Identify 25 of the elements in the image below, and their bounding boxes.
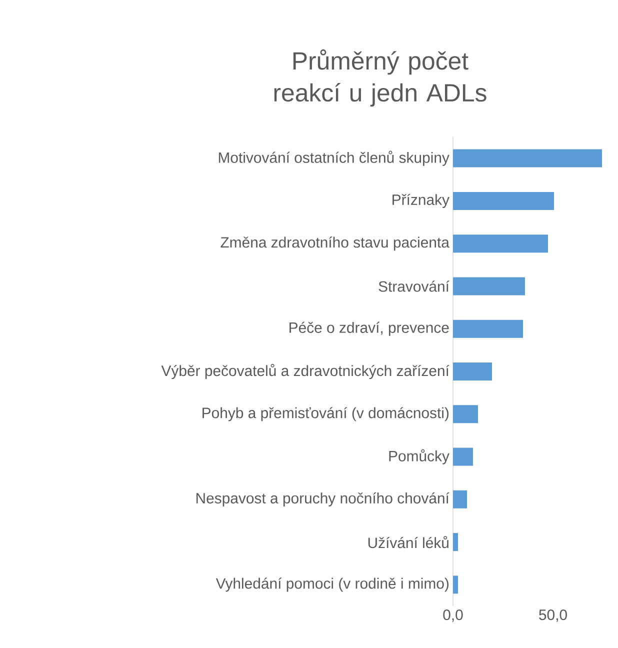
- y-tick-label: Vyhledání pomoci (v rodině i mimo): [216, 578, 449, 592]
- y-tick-label: Pohyb a přemisťování (v domácnosti): [202, 407, 449, 422]
- bar: [453, 362, 492, 380]
- bar: [453, 533, 458, 552]
- y-tick-label: Výběr pečovatelů a zdravotnických zařízení: [161, 364, 450, 380]
- x-tick-label: 50,0: [539, 610, 567, 622]
- bar: [453, 149, 602, 168]
- y-tick-label: Stravování: [378, 280, 450, 292]
- y-tick-label: Příznaky: [392, 194, 450, 208]
- bar: [453, 320, 523, 338]
- bar: [453, 576, 458, 594]
- bar: [453, 192, 554, 210]
- x-tick-label: 0,0: [443, 610, 463, 622]
- y-tick-label: Pomůcky: [389, 449, 450, 464]
- y-tick-label: Nespavost a poruchy nočního chování: [196, 492, 450, 506]
- bar: [453, 234, 548, 253]
- y-tick-label: Péče o zdraví, prevence: [290, 322, 449, 336]
- y-tick-label: Změna zdravotního stavu pacienta: [220, 236, 450, 251]
- bar: [453, 277, 525, 296]
- bar: [453, 405, 478, 424]
- bar: [453, 448, 473, 466]
- y-tick-label: Motivování ostatních členů skupiny: [218, 150, 450, 166]
- bar: [453, 490, 467, 508]
- y-tick-label: Užívání léků: [368, 536, 448, 548]
- chart-title: Průměrný počet reakcí u jedn ADLs: [274, 49, 486, 107]
